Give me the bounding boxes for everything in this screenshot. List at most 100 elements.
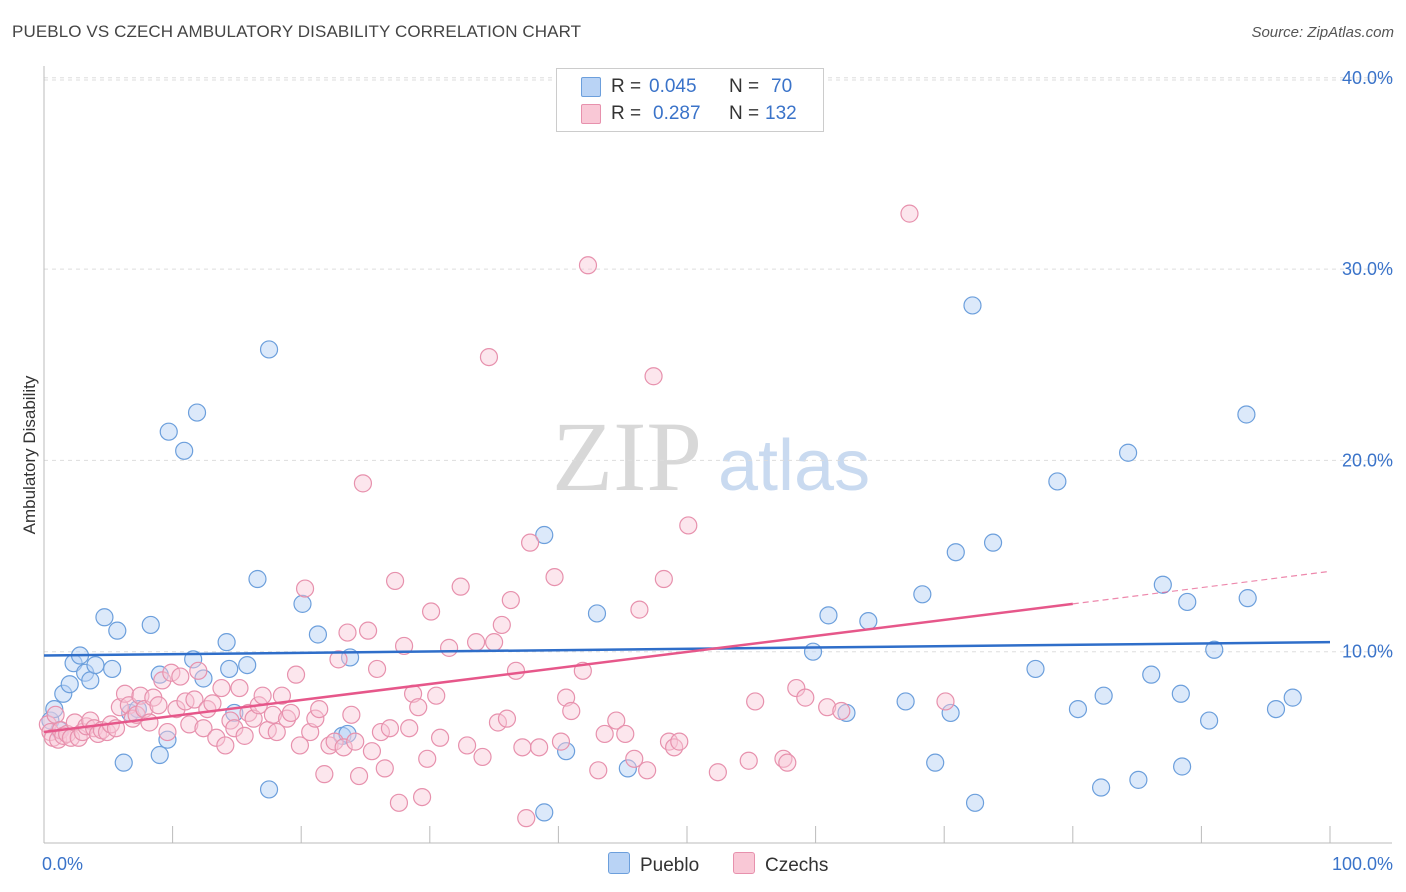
legend-r-value-czechs: 0.287 [653,103,701,124]
data-point-czechs [185,690,204,709]
data-point-czechs [578,256,598,275]
trend-line-czechs-extrapolated [1072,570,1331,605]
data-point-czechs [272,686,292,705]
data-point-pueblo [308,625,328,644]
data-point-czechs [418,749,437,768]
data-point-czechs [346,732,365,751]
data-point-pueblo [238,655,257,675]
data-point-czechs [286,665,306,684]
data-point-pueblo [95,608,114,627]
data-point-czechs [253,686,272,705]
data-point-pueblo [535,803,554,822]
legend-swatch-czechs [581,104,601,124]
data-point-czechs [900,204,919,223]
data-point-pueblo [220,659,239,679]
data-point-czechs [625,749,644,768]
data-point-pueblo [941,703,960,723]
trend-line-pueblo [43,640,1331,657]
data-point-pueblo [913,585,932,604]
data-point-pueblo [819,606,838,625]
data-point-czechs [818,698,837,717]
stats-legend: R = 0.045 N = 70 R = 0.287 N = 132 [556,68,824,132]
data-point-pueblo [259,340,279,359]
data-point-pueblo [81,671,100,690]
data-point-czechs [659,732,679,751]
data-point-czechs [158,722,177,742]
watermark-zip: ZIP [552,401,702,512]
data-point-czechs [212,678,231,698]
data-point-czechs [708,763,727,782]
data-point-czechs [267,722,286,742]
data-point-czechs [389,793,409,812]
data-point-czechs [412,787,432,807]
data-point-czechs [832,701,851,721]
data-point-czechs [497,709,517,728]
data-point-czechs [149,696,168,715]
data-point-czechs [644,367,663,386]
data-point-czechs [746,692,765,711]
data-point-czechs [338,623,357,642]
data-point-czechs [225,719,244,738]
data-point-czechs [194,719,213,738]
data-point-czechs [46,705,65,724]
data-point-pueblo [1283,688,1302,707]
legend-r-label: R = [611,103,642,124]
bottom-legend-swatch-czechs [733,852,755,874]
legend-swatch-pueblo [581,77,601,97]
data-point-czechs [306,709,325,728]
data-point-pueblo [248,569,267,589]
y-tick-label: 30.0% [1342,259,1393,279]
data-point-czechs [342,705,361,724]
data-point-czechs [466,633,486,652]
data-point-pueblo [1153,575,1172,594]
data-point-czechs [457,736,477,755]
data-point-czechs [638,761,657,780]
data-point-czechs [421,602,441,621]
data-point-pueblo [1129,770,1148,789]
watermark-atlas: atlas [718,426,870,506]
data-point-czechs [595,724,614,744]
data-point-pueblo [1094,686,1113,705]
data-point-czechs [451,577,470,596]
data-point-czechs [281,703,301,723]
data-point-czechs [778,753,797,772]
data-point-pueblo [926,753,945,772]
data-point-pueblo [1238,589,1257,608]
data-point-czechs [362,742,382,761]
x-tick-label-min: 0.0% [42,854,83,874]
series-pueblo [41,296,1302,822]
data-point-czechs [607,711,626,730]
legend-n-value-pueblo: 70 [771,76,793,97]
data-point-czechs [230,678,249,698]
data-point-pueblo [618,759,637,778]
data-point-czechs [936,692,955,711]
data-point-pueblo [158,730,177,749]
data-point-czechs [409,698,428,717]
legend-n-label: N = [729,76,760,97]
data-point-czechs [244,709,263,728]
bottom-legend-czechs: Czechs [733,852,828,877]
data-point-czechs [290,736,310,755]
data-point-czechs [473,747,492,767]
data-point-czechs [380,719,400,738]
legend-n-label: N = [729,103,760,124]
bottom-legend-label-pueblo: Pueblo [640,855,700,876]
data-point-czechs [679,516,698,535]
data-point-czechs [796,688,815,707]
source-credit: Source: ZipAtlas.com [1251,24,1394,41]
data-point-pueblo [1068,699,1088,719]
data-point-pueblo [983,533,1003,552]
legend-r-value-pueblo: 0.045 [649,76,697,97]
data-point-pueblo [159,422,178,441]
data-point-czechs [521,533,540,552]
data-point-czechs [110,698,129,717]
data-point-czechs [315,765,334,784]
data-point-czechs [371,722,391,742]
data-point-czechs [557,688,576,707]
data-point-czechs [430,728,450,747]
legend-r-label: R = [611,76,642,97]
data-point-pueblo [141,615,160,635]
data-point-pueblo [217,633,236,652]
data-point-czechs [162,663,181,682]
